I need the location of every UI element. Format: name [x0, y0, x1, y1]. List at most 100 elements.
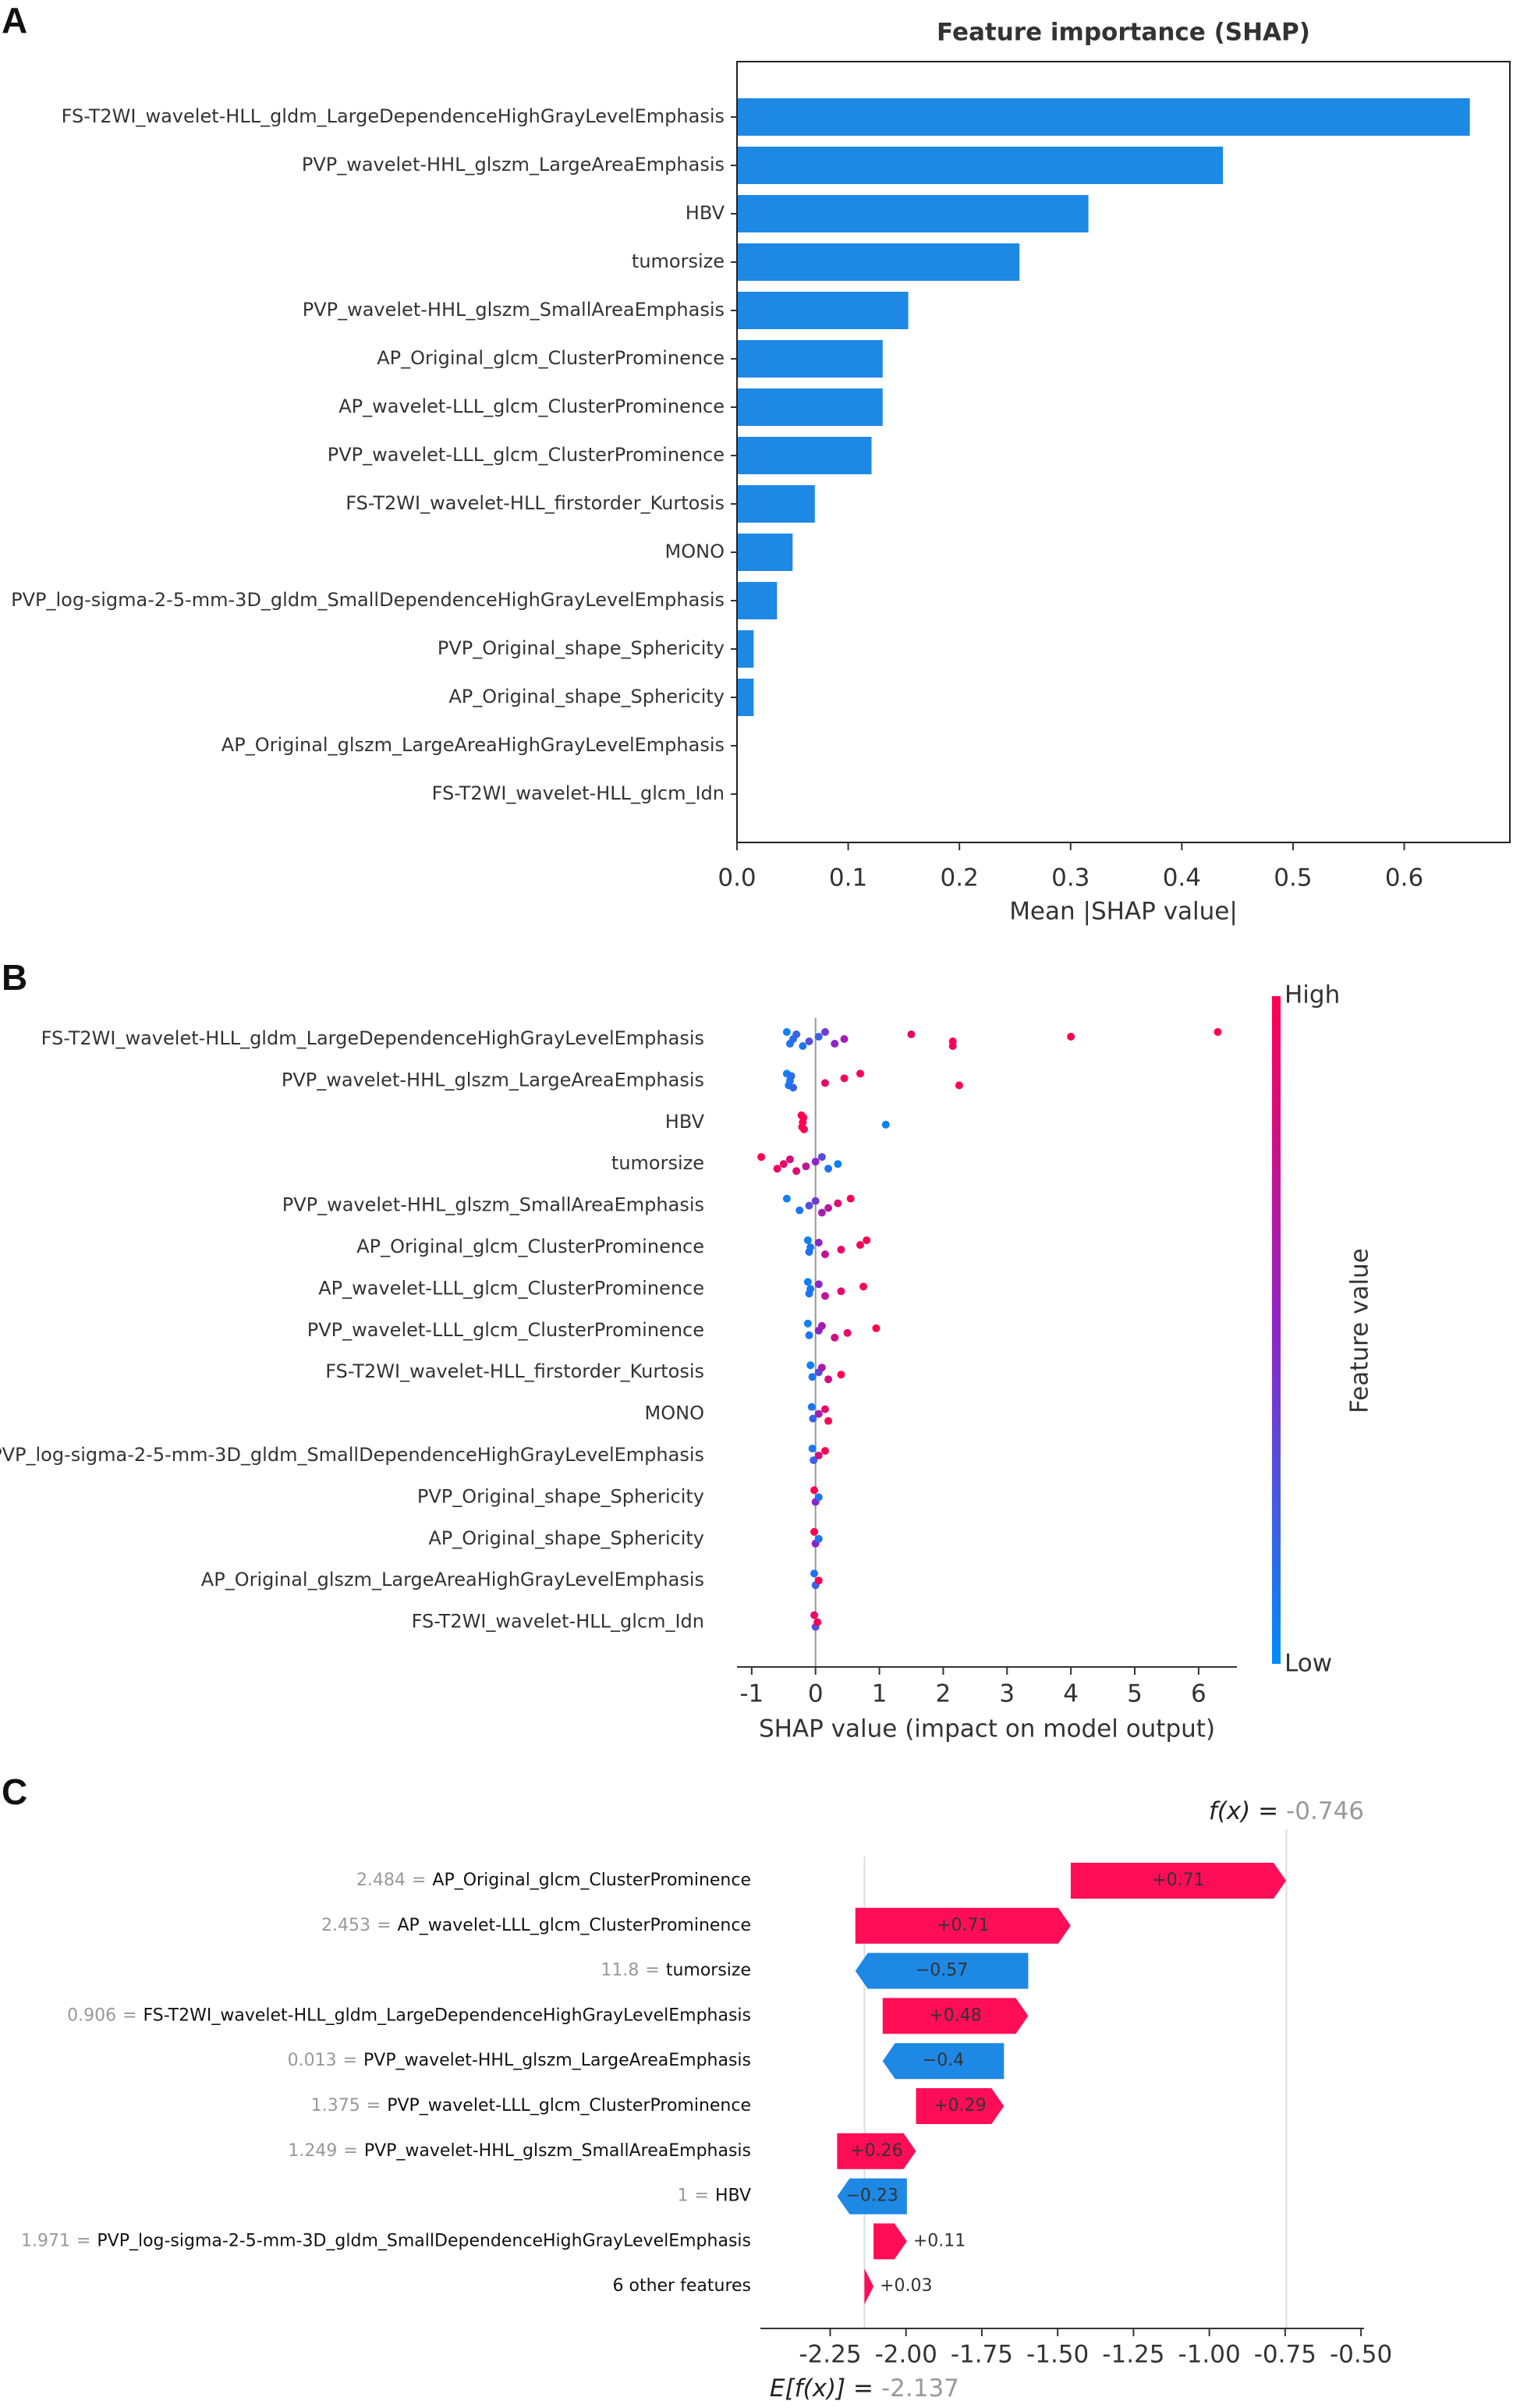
- x-tick-label: 0.6: [1385, 864, 1423, 892]
- dot: [1067, 1033, 1075, 1041]
- value-label: −0.57: [916, 1961, 968, 1981]
- colorbar-label: Feature value: [1346, 1248, 1374, 1413]
- chart-title: Feature importance (SHAP): [937, 19, 1310, 47]
- separator: =: [367, 2096, 381, 2115]
- dot: [808, 1445, 817, 1452]
- dot: [789, 1083, 798, 1092]
- y-tick-label: PVP_Original_shape_Sphericity: [417, 1485, 704, 1507]
- dot: [824, 1165, 833, 1173]
- y-tick-label: AP_Original_glszm_LargeAreaHighGrayLevel…: [221, 734, 725, 756]
- dot: [813, 1618, 822, 1626]
- waterfall-bar: [855, 1952, 1029, 1989]
- separator: =: [343, 2051, 357, 2070]
- waterfall-bar: [916, 2088, 1005, 2124]
- feature-label: 0.906 = FS-T2WI_wavelet-HLL_gldm_LargeDepe…: [67, 2005, 751, 2025]
- dot: [846, 1194, 855, 1203]
- dot: [806, 1361, 815, 1370]
- x-axis-label: Mean |SHAP value|: [1009, 898, 1238, 926]
- panel-label: A: [2, 0, 27, 41]
- bar: [737, 243, 1020, 281]
- dot: [859, 1282, 868, 1291]
- dot: [814, 1452, 823, 1459]
- dot: [810, 1611, 819, 1619]
- dot: [837, 1287, 845, 1296]
- dot: [814, 1534, 823, 1543]
- dot: [817, 1321, 826, 1330]
- waterfall-bar: [837, 2133, 916, 2169]
- feature-name: PVP_wavelet-LLL_glcm_ClusterProminence: [387, 2096, 751, 2115]
- dot: [805, 1037, 813, 1045]
- y-tick-label: AP_Original_shape_Sphericity: [448, 686, 725, 708]
- bar: [737, 534, 793, 571]
- colorbar: [1272, 996, 1281, 1664]
- y-tick-label: PVP_wavelet-LLL_glcm_ClusterProminence: [307, 1319, 704, 1341]
- feature-value: 0.906: [67, 2005, 116, 2025]
- x-tick-label: -2.00: [875, 2341, 937, 2369]
- waterfall-bar: [837, 2178, 907, 2215]
- separator: =: [645, 1961, 659, 1981]
- value-label: +0.71: [937, 1916, 989, 1935]
- x-tick-label: 0: [808, 1680, 824, 1708]
- dot: [782, 1028, 791, 1036]
- waterfall-bar: [882, 2043, 1005, 2080]
- dot: [803, 1278, 812, 1286]
- feature-value: 2.453: [321, 1916, 370, 1935]
- dot: [820, 1079, 829, 1087]
- x-tick-label: 0.3: [1051, 864, 1090, 892]
- dot: [820, 1447, 829, 1455]
- waterfall-bar: [864, 2268, 874, 2305]
- dot: [824, 1204, 833, 1212]
- dot: [1214, 1028, 1222, 1036]
- dot: [806, 1243, 815, 1251]
- y-tick-label: tumorsize: [611, 1152, 704, 1174]
- y-tick-label: AP_Original_glszm_LargeAreaHighGrayLevel…: [201, 1569, 704, 1591]
- waterfall-bar: [873, 2223, 907, 2260]
- y-tick-label: HBV: [665, 1111, 705, 1133]
- x-tick-label: -2.25: [799, 2341, 861, 2369]
- dot: [802, 1162, 810, 1171]
- y-tick-label: PVP_log-sigma-2-5-mm-3D_gldm_SmallDepend…: [0, 1444, 704, 1466]
- dot: [840, 1035, 849, 1043]
- dot: [817, 1208, 826, 1217]
- feature-label: 1.971 = PVP_log-sigma-2-5-mm-3D_gldm_Small…: [21, 2231, 751, 2250]
- feature-name: FS-T2WI_wavelet-HLL_gldm_LargeDependence…: [144, 2005, 751, 2025]
- y-tick-label: FS-T2WI_wavelet-HLL_gldm_LargeDependence…: [41, 1027, 704, 1049]
- feature-label: 2.453 = AP_wavelet-LLL_glcm_ClusterPromine…: [321, 1916, 751, 1935]
- dot: [820, 1250, 829, 1258]
- dot: [856, 1069, 864, 1078]
- dot: [799, 1113, 808, 1122]
- dot: [843, 1328, 852, 1337]
- dot: [803, 1319, 812, 1328]
- dot: [814, 1576, 823, 1585]
- y-tick-label: FS-T2WI_wavelet-HLL_gldm_LargeDependence…: [62, 105, 725, 127]
- dot: [817, 1364, 826, 1372]
- feature-label: 1 = HBV: [678, 2186, 751, 2206]
- dot: [757, 1153, 766, 1161]
- x-tick-label: 4: [1063, 1680, 1079, 1708]
- x-tick-label: 2: [936, 1680, 951, 1708]
- x-tick-label: -1.25: [1102, 2341, 1164, 2369]
- x-tick-label: 0.0: [718, 864, 756, 892]
- dot: [837, 1246, 845, 1254]
- feature-value: 2.484: [356, 1871, 406, 1890]
- y-tick-label: PVP_wavelet-LLL_glcm_ClusterProminence: [328, 444, 725, 466]
- dot: [863, 1236, 871, 1244]
- feature-name: PVP_log-sigma-2-5-mm-3D_gldm_SmallDepend…: [97, 2231, 751, 2250]
- panel-label: B: [2, 957, 27, 998]
- dot: [824, 1417, 833, 1425]
- x-tick-label: -1.00: [1178, 2341, 1241, 2369]
- bar: [737, 485, 815, 523]
- dot: [811, 1197, 820, 1205]
- dot: [817, 1153, 826, 1161]
- fx-label: f(x) = -0.746: [1209, 1797, 1364, 1825]
- y-tick-label: PVP_wavelet-HHL_glszm_LargeAreaEmphasis: [302, 154, 725, 176]
- base-label: E[f(x)] = -2.137: [770, 2374, 959, 2403]
- y-tick-label: AP_Original_glcm_ClusterProminence: [377, 347, 725, 369]
- plot-frame: [736, 61, 1511, 843]
- panel-label: C: [2, 1771, 27, 1812]
- dot: [955, 1081, 963, 1090]
- feature-label: 2.484 = AP_Original_glcm_ClusterProminence: [356, 1871, 751, 1890]
- dot: [831, 1040, 839, 1048]
- separator: =: [343, 2141, 357, 2161]
